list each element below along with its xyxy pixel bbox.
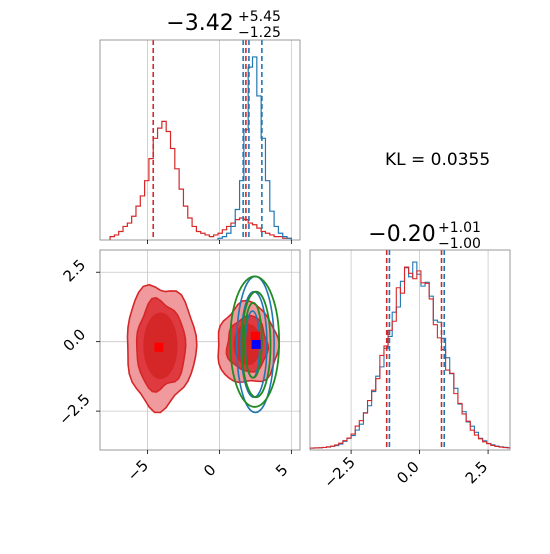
bl-marker	[154, 342, 164, 352]
tl-frame	[99, 39, 301, 241]
bl-marker	[251, 339, 261, 349]
bl-ytick-label: 2.5	[60, 256, 90, 286]
panel-bottom-left: −5 0 5 2.5 0.0 −2.5	[55, 249, 301, 485]
tl-title: −3.42	[166, 11, 233, 36]
panel-bottom-right: −2.5 0.0 2.5 −0.20 +1.01 −1.00	[309, 220, 511, 492]
panel-top-left: −3.42 +5.45 −1.25	[99, 9, 301, 244]
br-hist-blue	[310, 261, 510, 450]
br-grid	[350, 250, 489, 450]
bl-ytick-label: −2.5	[55, 390, 93, 428]
br-title-sup: +1.01	[438, 220, 481, 236]
br-xtick-label: 0.0	[393, 458, 423, 488]
bl-contours	[126, 275, 281, 414]
bl-frame	[99, 249, 301, 451]
kl-annotation: KL = 0.0355	[385, 150, 490, 170]
tl-hist-series-1	[217, 56, 292, 240]
bl-ytick-label: 0.0	[60, 325, 90, 355]
bl-xtick-label: 5	[272, 461, 291, 480]
bl-xtick-label: −5	[124, 456, 152, 484]
br-title-value: −0.20	[368, 222, 435, 247]
br-histograms	[310, 250, 510, 450]
tl-ticks	[147, 240, 292, 244]
br-ticks: −2.5 0.0 2.5	[320, 450, 491, 492]
tl-grid	[147, 40, 292, 240]
bl-xtick-label: 0	[200, 461, 219, 480]
bl-green-contour	[243, 301, 263, 379]
tl-histograms	[109, 40, 292, 240]
br-xtick-label: 2.5	[462, 458, 492, 488]
bl-green-contour	[240, 290, 272, 399]
bl-green-contour	[229, 275, 281, 408]
br-hist-red	[310, 266, 510, 450]
tl-title-value: −3.42	[166, 11, 233, 36]
br-xtick-label: −2.5	[320, 453, 358, 491]
br-frame	[309, 249, 511, 451]
tl-title-sub: −1.25	[238, 25, 281, 41]
tl-hist-series-0	[109, 120, 292, 240]
tl-title-sup: +5.45	[238, 9, 281, 25]
bl-marker	[250, 331, 260, 341]
br-title-sub: −1.00	[438, 236, 481, 252]
